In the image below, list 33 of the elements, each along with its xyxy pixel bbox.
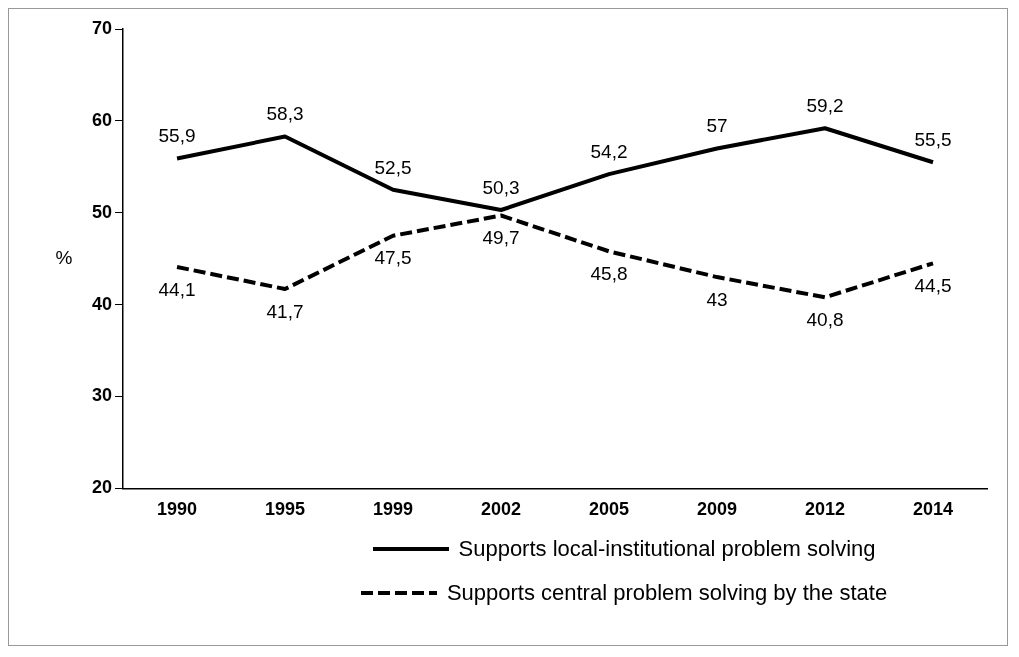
- x-tick-label: 2009: [696, 499, 738, 520]
- y-tick-label: 50: [91, 201, 113, 222]
- data-label: 50,3: [482, 176, 520, 198]
- y-tick-label: 30: [91, 385, 113, 406]
- x-tick-label: 2002: [480, 499, 522, 520]
- y-tick-label: 70: [91, 17, 113, 38]
- y-tick-label: 40: [91, 293, 113, 314]
- x-tick-label: 1995: [264, 499, 306, 520]
- data-label: 45,8: [590, 263, 628, 285]
- data-label: 58,3: [266, 103, 304, 125]
- data-label: 59,2: [806, 94, 844, 116]
- y-tick-label: 60: [91, 109, 113, 130]
- data-label: 44,1: [158, 278, 196, 300]
- data-label: 43: [706, 288, 728, 310]
- data-label: 44,5: [914, 275, 952, 297]
- data-label: 55,9: [158, 125, 196, 147]
- data-label: 52,5: [374, 156, 412, 178]
- x-tick-label: 2014: [912, 499, 954, 520]
- x-tick-label: 1999: [372, 499, 414, 520]
- legend-label: Supports local-institutional problem solving: [458, 536, 876, 562]
- x-tick-label: 2012: [804, 499, 846, 520]
- x-tick-label: 1990: [157, 499, 198, 520]
- data-label: 54,2: [590, 140, 628, 162]
- data-label: 55,5: [914, 128, 952, 150]
- legend-label: Supports central problem solving by the state: [446, 580, 888, 606]
- y-tick-label: 20: [91, 477, 113, 498]
- data-label: 57: [706, 115, 728, 137]
- data-label: 49,7: [482, 227, 520, 249]
- data-label: 40,8: [806, 309, 844, 331]
- y-axis-title: %: [55, 246, 73, 268]
- x-tick-label: 2005: [588, 499, 630, 520]
- data-label: 47,5: [374, 247, 412, 269]
- data-label: 41,7: [266, 300, 304, 322]
